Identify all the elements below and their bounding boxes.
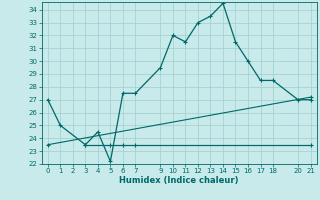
X-axis label: Humidex (Indice chaleur): Humidex (Indice chaleur) bbox=[119, 176, 239, 185]
